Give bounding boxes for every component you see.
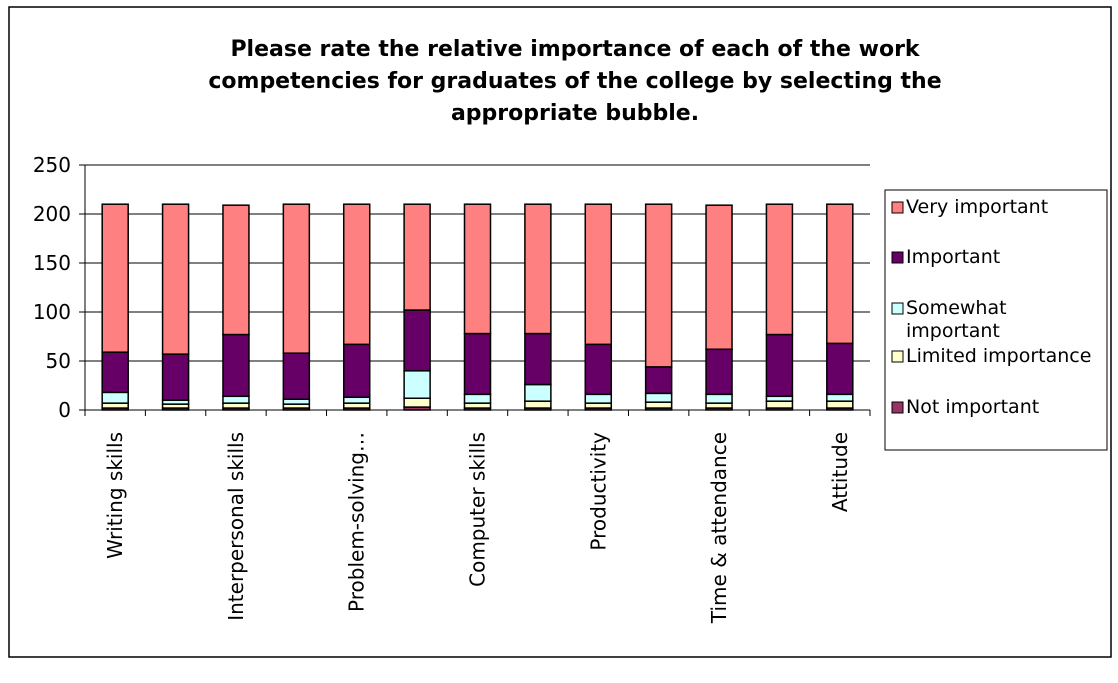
- bar-segment: [403, 203, 431, 311]
- bar-segment: [342, 343, 371, 399]
- bar-segment: [705, 204, 733, 350]
- legend-swatch: [891, 401, 904, 414]
- bar-segment: [463, 332, 492, 396]
- legend-swatch: [891, 350, 904, 363]
- bar-segment: [584, 203, 613, 346]
- x-tick-label: Time & attendance: [707, 432, 731, 624]
- bar-segment: [342, 396, 371, 404]
- legend-label: Very important: [906, 196, 1048, 218]
- legend-label: Important: [906, 246, 1000, 268]
- bar-segment: [826, 342, 854, 396]
- bar-segment: [222, 333, 250, 398]
- legend-swatch: [891, 302, 904, 315]
- bar-segment: [282, 203, 311, 354]
- bar-segment: [161, 203, 190, 355]
- y-tick-label: 50: [46, 349, 71, 373]
- legend-label: Not important: [906, 396, 1039, 418]
- chart-title-line: competencies for graduates of the colleg…: [208, 69, 941, 94]
- legend-label: Somewhat: [906, 297, 1007, 319]
- bar-segment: [584, 393, 613, 404]
- legend-swatch: [891, 251, 904, 264]
- bar-segment: [101, 391, 129, 404]
- bar-segment: [403, 370, 431, 399]
- bar-segment: [644, 392, 673, 403]
- bar-segment: [101, 351, 129, 394]
- bar-segment: [524, 383, 552, 402]
- bar-segment: [765, 400, 794, 409]
- bar-segment: [403, 397, 431, 408]
- y-tick-label: 0: [58, 398, 71, 422]
- chart-title: Please rate the relative importance of e…: [208, 37, 941, 126]
- bar-segment: [826, 393, 854, 402]
- bar-segment: [222, 204, 250, 336]
- bar-segment: [584, 343, 613, 396]
- bar-segment: [282, 352, 311, 400]
- axes: 0 50 100 150 200 250 Writing skills Interperson…: [33, 153, 871, 624]
- legend-label: important: [906, 320, 1000, 342]
- x-tick-label: Attitude: [828, 432, 852, 512]
- legend-box: [884, 189, 1108, 451]
- y-tick-label: 200: [33, 202, 71, 226]
- x-tick-label: Writing skills: [103, 432, 127, 559]
- bar-segment: [644, 203, 673, 368]
- bar-segment: [161, 353, 190, 401]
- legend-label: Limited importance: [906, 345, 1091, 367]
- chart-title-line: Please rate the relative importance of e…: [230, 37, 920, 62]
- x-tick-label: Interpersonal skills: [224, 432, 248, 621]
- bar-segment: [826, 400, 854, 409]
- bar-segment: [524, 203, 552, 335]
- bar-segment: [463, 393, 492, 404]
- bar-segment: [705, 393, 733, 404]
- y-tick-label: 150: [33, 251, 71, 275]
- bar-segment: [644, 401, 673, 409]
- y-tick-label: 250: [33, 153, 71, 177]
- bar-segment: [524, 332, 552, 386]
- y-tick-label: 100: [33, 300, 71, 324]
- x-tick-label: Productivity: [586, 432, 610, 551]
- chart-title-line: appropriate bubble.: [451, 101, 699, 126]
- bar-segment: [101, 203, 129, 353]
- x-tick-label: Problem-solving…: [345, 432, 369, 612]
- x-tick-label: Computer skills: [466, 432, 490, 587]
- bar-segment: [765, 203, 794, 336]
- bar-segment: [826, 203, 854, 345]
- bar-segment: [644, 366, 673, 395]
- bar-segment: [403, 309, 431, 372]
- bar-segment: [524, 400, 552, 409]
- bar-segment: [463, 203, 492, 335]
- bars: [101, 203, 854, 411]
- bar-segment: [222, 395, 250, 404]
- legend: Very important Important Somewhatimportant…: [884, 189, 1108, 451]
- bar-segment: [705, 348, 733, 396]
- bar-segment: [765, 333, 794, 398]
- bar-segment: [342, 203, 371, 346]
- legend-swatch: [891, 201, 904, 214]
